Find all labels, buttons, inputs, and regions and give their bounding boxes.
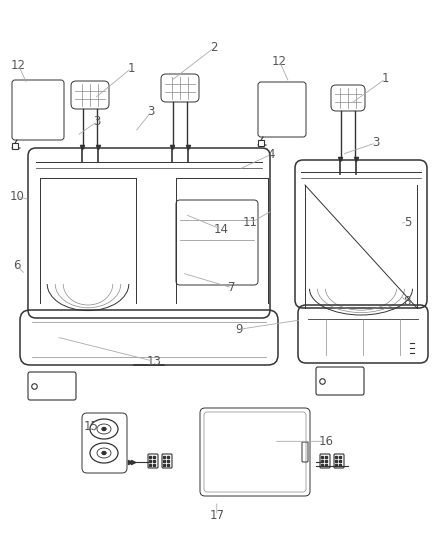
Text: 12: 12: [272, 55, 287, 68]
Text: 6: 6: [13, 259, 21, 272]
Text: 17: 17: [209, 510, 224, 522]
Text: 15: 15: [84, 420, 99, 433]
Text: 14: 14: [214, 223, 229, 236]
Ellipse shape: [102, 451, 106, 455]
Text: 9: 9: [235, 323, 243, 336]
Text: 12: 12: [11, 59, 26, 71]
Text: 1: 1: [381, 72, 389, 85]
Text: 8: 8: [404, 295, 411, 308]
Text: 7: 7: [228, 281, 236, 294]
Text: 10: 10: [9, 190, 24, 203]
Text: 5: 5: [404, 216, 411, 229]
Text: 4: 4: [267, 148, 275, 161]
Text: 2: 2: [210, 42, 218, 54]
Text: 3: 3: [94, 115, 101, 128]
Text: 1: 1: [127, 62, 135, 75]
Text: 3: 3: [372, 136, 379, 149]
Text: 11: 11: [243, 216, 258, 229]
Text: 13: 13: [147, 355, 162, 368]
Text: 16: 16: [319, 435, 334, 448]
Text: 3: 3: [148, 106, 155, 118]
Ellipse shape: [102, 427, 106, 431]
